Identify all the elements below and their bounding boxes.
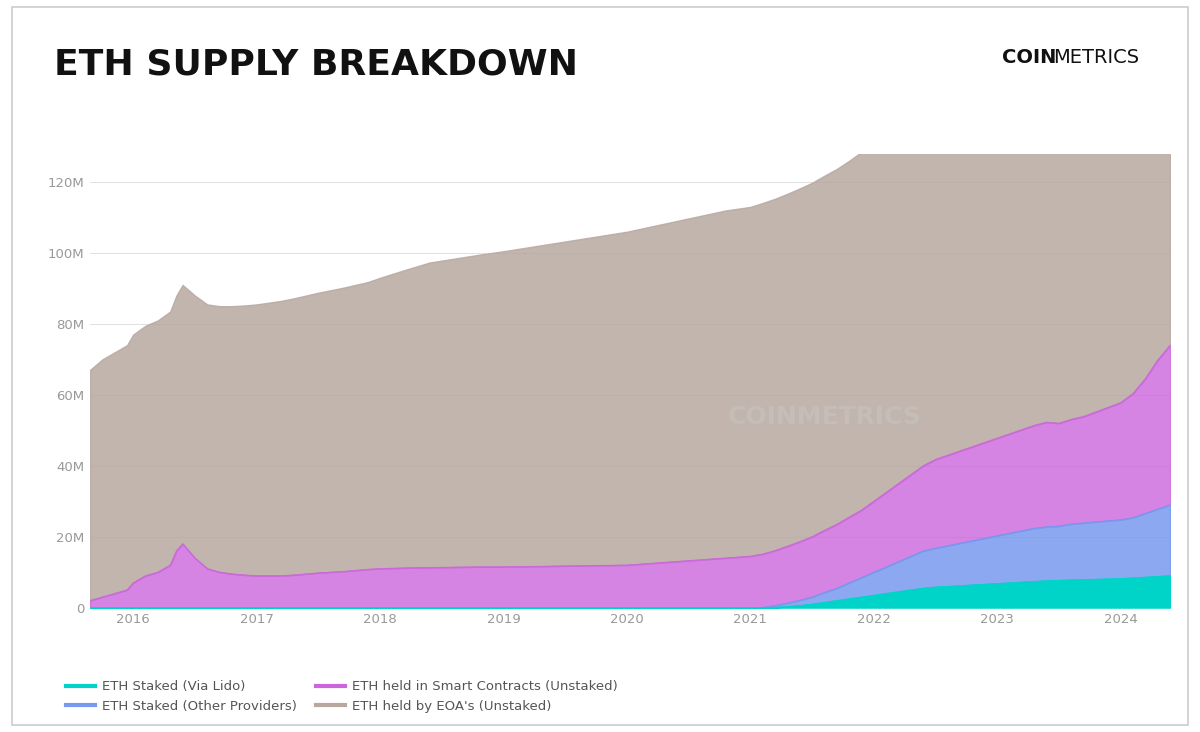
Legend: ETH Staked (Via Lido), ETH Staked (Other Providers), ETH held in Smart Contracts: ETH Staked (Via Lido), ETH Staked (Other… (60, 675, 623, 718)
Text: ETH SUPPLY BREAKDOWN: ETH SUPPLY BREAKDOWN (54, 48, 578, 81)
Text: COIN: COIN (1002, 48, 1056, 67)
Text: METRICS: METRICS (1054, 48, 1140, 67)
Text: COINMETRICS: COINMETRICS (727, 405, 922, 429)
